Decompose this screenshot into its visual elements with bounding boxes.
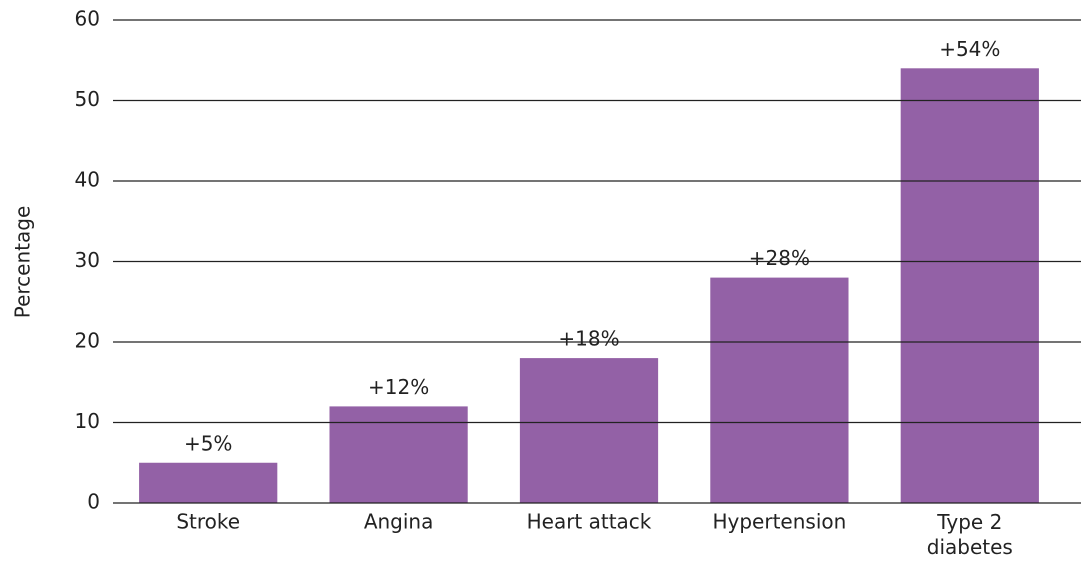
value-label: +54% bbox=[939, 37, 1000, 61]
y-tick-label: 30 bbox=[75, 248, 100, 272]
x-tick-label: Hypertension bbox=[712, 510, 846, 534]
x-tick-label: Heart attack bbox=[527, 510, 652, 534]
value-label: +12% bbox=[368, 375, 429, 399]
bar bbox=[710, 277, 849, 503]
bar bbox=[329, 406, 468, 503]
y-tick-label: 20 bbox=[75, 329, 100, 353]
y-tick-label: 60 bbox=[75, 7, 100, 31]
y-tick-label: 10 bbox=[75, 409, 100, 433]
value-label: +18% bbox=[558, 327, 619, 351]
x-tick-label: Angina bbox=[364, 510, 434, 534]
x-tick-label: Stroke bbox=[176, 510, 240, 534]
y-tick-label: 50 bbox=[75, 87, 100, 111]
y-tick-label: 40 bbox=[75, 168, 100, 192]
value-label: +5% bbox=[184, 431, 233, 455]
bar bbox=[900, 68, 1039, 504]
bar bbox=[519, 358, 659, 503]
bar bbox=[139, 462, 278, 503]
y-tick-label: 0 bbox=[87, 490, 100, 514]
value-label: +28% bbox=[749, 246, 810, 270]
x-tick-label: Type 2 diabetes bbox=[927, 510, 1013, 559]
y-axis-label: Percentage bbox=[11, 206, 35, 319]
